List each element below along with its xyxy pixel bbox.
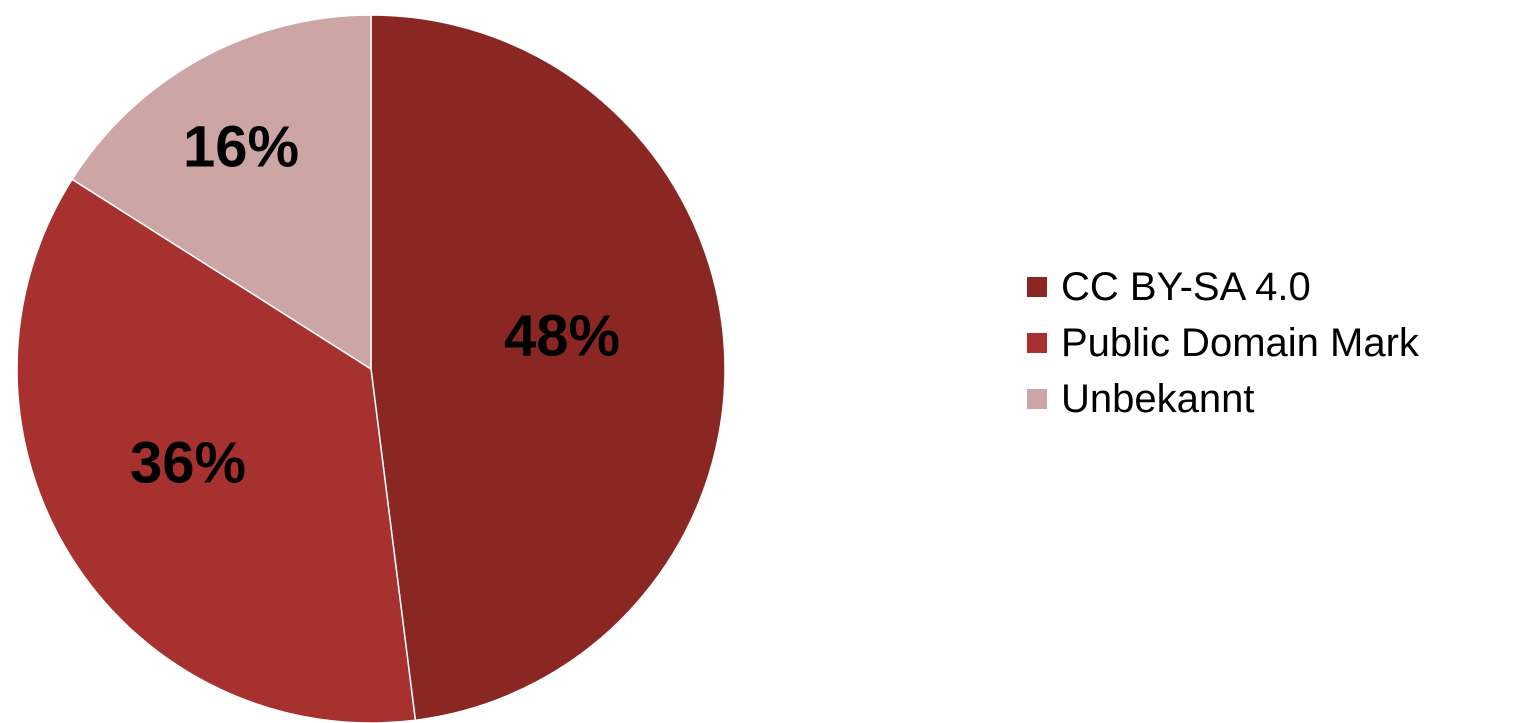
- legend: CC BY-SA 4.0 Public Domain Mark Unbekannt: [1027, 265, 1420, 421]
- legend-swatch: [1027, 277, 1047, 297]
- pie-slice-2: [16, 178, 417, 723]
- legend-label: CC BY-SA 4.0: [1061, 265, 1311, 309]
- pie-slice-label: 36%: [130, 431, 246, 496]
- pie-slice-labels: 48% 36% 16%: [130, 115, 620, 496]
- pie-slice-1: [370, 14, 726, 722]
- legend-label: Public Domain Mark: [1061, 321, 1420, 365]
- pie-slice-label: 16%: [183, 115, 299, 180]
- legend-label: Unbekannt: [1061, 377, 1254, 421]
- pie-slice-3: [71, 14, 372, 371]
- legend-swatch: [1027, 333, 1047, 353]
- legend-swatch: [1027, 389, 1047, 409]
- pie-slice-label: 48%: [504, 304, 620, 369]
- pie-slices: [16, 14, 726, 723]
